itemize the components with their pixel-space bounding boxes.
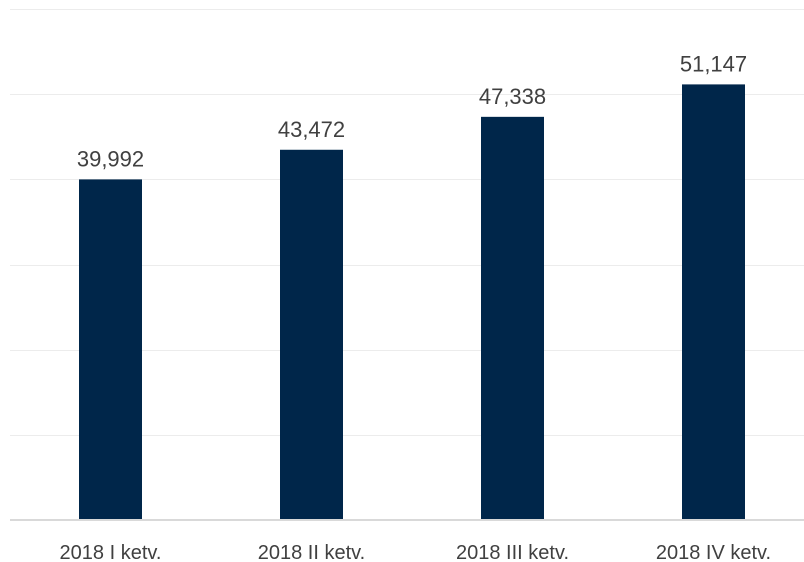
- x-tick-label: 2018 IV ketv.: [656, 542, 771, 562]
- bar: [79, 179, 142, 520]
- x-tick-label: 2018 III ketv.: [456, 542, 569, 562]
- x-tick-label: 2018 I ketv.: [60, 542, 162, 562]
- gridlines: [10, 9, 804, 436]
- data-label: 39,992: [77, 146, 144, 171]
- bar: [682, 84, 745, 521]
- x-tick-label: 2018 II ketv.: [258, 542, 365, 562]
- x-axis-tick-labels: 2018 I ketv. 2018 II ketv. 2018 III ketv. 2…: [60, 542, 772, 562]
- data-label: 51,147: [680, 51, 747, 76]
- bar: [280, 149, 343, 520]
- bars: [79, 84, 745, 521]
- data-label: 47,338: [479, 84, 546, 109]
- data-labels: 39,992 43,472 47,338 51,147: [77, 51, 747, 171]
- data-label: 43,472: [278, 117, 345, 142]
- bar: [481, 116, 544, 520]
